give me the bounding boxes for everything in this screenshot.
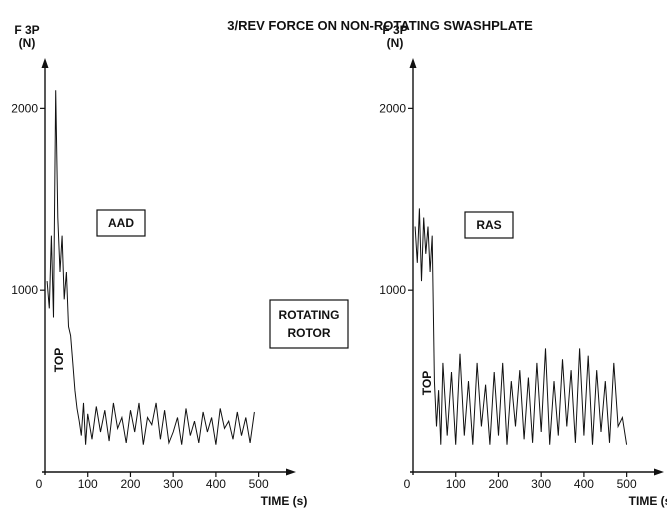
y-axis-arrow bbox=[409, 58, 417, 68]
top-annotation: TOP bbox=[52, 348, 66, 372]
tick-group: 0 100 200 300 400 500 1000 2000 bbox=[379, 101, 637, 491]
y-tick-label: 2000 bbox=[379, 101, 406, 115]
x-tick-label: 200 bbox=[120, 477, 140, 491]
panel-label: AAD bbox=[108, 216, 134, 230]
panel-label-box bbox=[464, 211, 514, 239]
top-annotation: TOP bbox=[420, 371, 434, 395]
x-tick-label: 0 bbox=[36, 477, 43, 491]
x-axis-label: TIME (s) bbox=[261, 494, 308, 508]
x-tick-label: 100 bbox=[446, 477, 466, 491]
panel-label: RAS bbox=[476, 218, 501, 232]
y-tick-label: 2000 bbox=[11, 101, 38, 115]
x-tick-label: 400 bbox=[206, 477, 226, 491]
center-label-box bbox=[269, 299, 349, 349]
y-tick-label: 1000 bbox=[11, 283, 38, 297]
panel-label-box bbox=[96, 209, 146, 237]
y-axis-label-line1: F 3P bbox=[382, 23, 407, 37]
series-line bbox=[46, 90, 255, 445]
x-tick-label: 300 bbox=[163, 477, 183, 491]
panel-aad: F 3P (N) TIME (s) 0 100 200 300 400 500 1000 20… bbox=[11, 23, 307, 508]
y-axis-label-line2: (N) bbox=[387, 36, 404, 50]
x-tick-label: 200 bbox=[488, 477, 508, 491]
y-tick-label: 1000 bbox=[379, 283, 406, 297]
x-axis-arrow bbox=[654, 468, 664, 476]
x-axis-label: TIME (s) bbox=[629, 494, 667, 508]
y-axis-arrow bbox=[41, 58, 49, 68]
x-axis-arrow bbox=[286, 468, 296, 476]
y-axis-label-line2: (N) bbox=[19, 36, 36, 50]
x-tick-label: 300 bbox=[531, 477, 551, 491]
x-tick-label: 500 bbox=[617, 477, 637, 491]
y-axis-label-line1: F 3P bbox=[14, 23, 39, 37]
center-label-line1: ROTATING bbox=[279, 308, 340, 322]
center-label-line2: ROTOR bbox=[287, 326, 330, 340]
x-tick-label: 500 bbox=[249, 477, 269, 491]
panel-ras: F 3P (N) TIME (s) 0 100 200 300 400 500 1000 20… bbox=[379, 23, 667, 508]
figure-title: 3/REV FORCE ON NON-ROTATING SWASHPLATE bbox=[227, 18, 533, 33]
tick-group: 0 100 200 300 400 500 1000 2000 bbox=[11, 101, 269, 491]
x-tick-label: 100 bbox=[78, 477, 98, 491]
x-tick-label: 0 bbox=[404, 477, 411, 491]
series-line bbox=[414, 208, 628, 445]
x-tick-label: 400 bbox=[574, 477, 594, 491]
